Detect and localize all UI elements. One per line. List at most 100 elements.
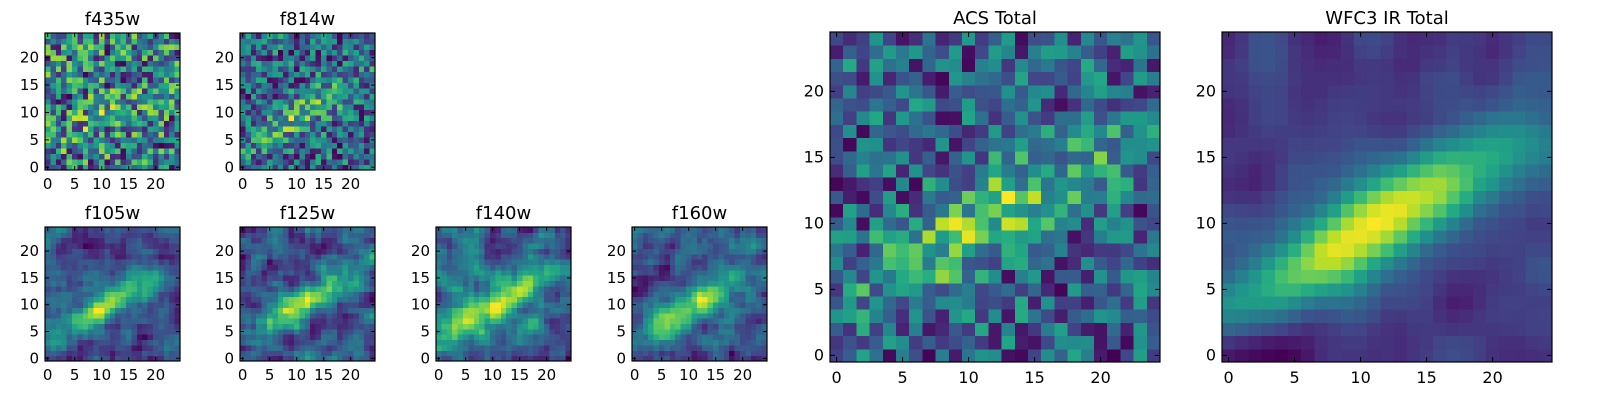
heatmap-cell <box>337 328 344 335</box>
heatmap-cell <box>126 142 132 149</box>
heatmap-cell <box>675 264 682 271</box>
heatmap-cell <box>517 296 523 303</box>
heatmap-cell <box>922 335 937 350</box>
heatmap-cell <box>1274 243 1289 257</box>
heatmap-cell <box>104 253 111 260</box>
heatmap-cell <box>331 126 338 133</box>
heatmap-cell <box>267 328 273 335</box>
heatmap-cell <box>55 131 62 138</box>
heatmap-cell <box>245 259 252 266</box>
heatmap-cell <box>680 285 687 292</box>
heatmap-cell <box>869 230 884 244</box>
heatmap-cell <box>174 33 181 39</box>
heatmap-cell <box>538 328 545 335</box>
heatmap-cell <box>153 142 159 149</box>
heatmap-cell <box>115 60 122 67</box>
heatmap-cell <box>988 58 1003 73</box>
heatmap-cell <box>147 93 154 100</box>
x-tick-label: 10 <box>483 366 502 384</box>
heatmap-cell <box>1146 58 1161 73</box>
heatmap-cell <box>66 98 73 105</box>
heatmap-cell <box>1080 216 1095 231</box>
heatmap-cell <box>1248 256 1263 271</box>
heatmap-cell <box>142 253 149 260</box>
heatmap-cell <box>1146 45 1161 59</box>
heatmap-cell <box>1067 45 1082 59</box>
heatmap-cell <box>1067 84 1082 99</box>
heatmap-cell <box>446 302 453 308</box>
heatmap-cell <box>484 259 491 266</box>
heatmap-cell <box>1393 282 1408 297</box>
heatmap-cell <box>104 275 111 282</box>
heatmap-cell <box>342 164 349 171</box>
heatmap-cell <box>104 82 111 89</box>
heatmap-cell <box>452 318 459 324</box>
heatmap-cell <box>1248 322 1263 337</box>
heatmap-cell <box>549 269 556 276</box>
heatmap-cell <box>856 58 871 73</box>
heatmap-cell <box>250 296 257 303</box>
heatmap-cell <box>1499 309 1513 323</box>
heatmap-cell <box>1107 282 1121 297</box>
heatmap-cell <box>261 318 268 324</box>
heatmap-cell <box>490 253 496 260</box>
heatmap-cell <box>707 280 714 287</box>
heatmap-cell <box>169 131 176 138</box>
heatmap-cell <box>261 43 268 50</box>
heatmap-cell <box>169 153 176 160</box>
heatmap-cell <box>136 296 143 303</box>
heatmap-cell <box>869 203 884 218</box>
heatmap-cell <box>277 164 284 171</box>
heatmap-cell <box>93 350 100 357</box>
heatmap-cell <box>745 253 752 260</box>
heatmap-cell <box>533 328 540 335</box>
heatmap-cell <box>856 335 871 350</box>
heatmap-cell <box>136 253 143 260</box>
heatmap-cell <box>669 344 676 351</box>
heatmap-cell <box>126 137 132 144</box>
heatmap-cell <box>463 302 469 308</box>
heatmap-cell <box>82 307 89 314</box>
heatmap-cell <box>648 248 655 255</box>
heatmap-cell <box>648 323 655 330</box>
heatmap-cell <box>463 285 469 292</box>
heatmap-cell <box>136 280 143 287</box>
heatmap-cell <box>136 148 143 155</box>
heatmap-cell <box>158 291 165 298</box>
heatmap-cell <box>702 227 709 233</box>
heatmap-cell <box>935 111 950 125</box>
heatmap-cell <box>696 269 703 276</box>
heatmap-cell <box>142 65 149 72</box>
heatmap-cell <box>446 285 453 292</box>
heatmap-cell <box>962 45 976 59</box>
heatmap-cell <box>364 307 371 314</box>
y-tick-label: 0 <box>420 349 430 367</box>
heatmap-cell <box>729 248 736 255</box>
heatmap-cell <box>675 253 682 260</box>
heatmap-cell <box>126 291 132 298</box>
heatmap-cell <box>988 322 1003 337</box>
heatmap-cell <box>1014 203 1029 218</box>
heatmap-cell <box>1248 230 1263 244</box>
heatmap-cell <box>272 243 279 249</box>
heatmap-cell <box>544 248 550 255</box>
heatmap-cell <box>696 339 703 346</box>
heatmap-cell <box>109 33 116 39</box>
heatmap-cell <box>1222 256 1236 271</box>
heatmap-cell <box>369 115 376 122</box>
heatmap-cell <box>843 269 857 284</box>
heatmap-cell <box>648 253 655 260</box>
heatmap-cell <box>82 318 89 324</box>
heatmap-cell <box>479 339 486 346</box>
heatmap-cell <box>288 38 295 45</box>
heatmap-cell <box>962 137 976 152</box>
heatmap-cell <box>115 312 122 319</box>
heatmap-cell <box>549 296 556 303</box>
heatmap-cell <box>283 159 290 166</box>
heatmap-cell <box>315 76 322 83</box>
heatmap-cell <box>310 355 317 362</box>
heatmap-cell <box>1067 309 1082 323</box>
heatmap-cell <box>153 98 159 105</box>
heatmap-cell <box>147 237 154 244</box>
heatmap-cell <box>723 237 730 244</box>
